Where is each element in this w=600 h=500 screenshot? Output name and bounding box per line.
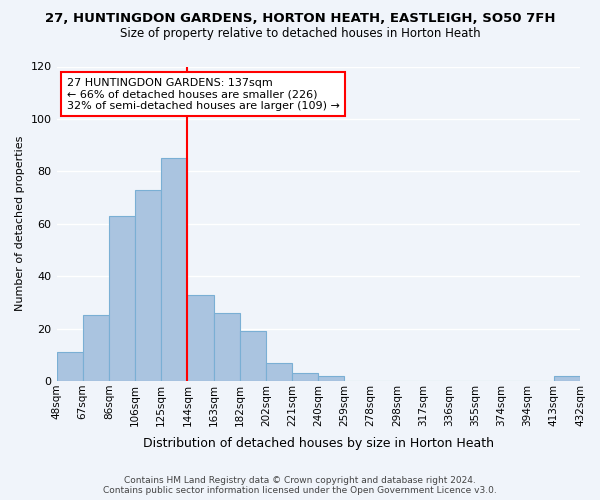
Bar [318,376,344,381]
Bar [83,316,109,381]
Bar [554,376,580,381]
X-axis label: Distribution of detached houses by size in Horton Heath: Distribution of detached houses by size … [143,437,494,450]
Text: Size of property relative to detached houses in Horton Heath: Size of property relative to detached ho… [119,28,481,40]
Bar [214,313,240,381]
Bar [56,352,83,381]
Text: 27 HUNTINGDON GARDENS: 137sqm
← 66% of detached houses are smaller (226)
32% of : 27 HUNTINGDON GARDENS: 137sqm ← 66% of d… [67,78,340,110]
Bar [187,294,214,381]
Bar [135,190,161,381]
Text: 27, HUNTINGDON GARDENS, HORTON HEATH, EASTLEIGH, SO50 7FH: 27, HUNTINGDON GARDENS, HORTON HEATH, EA… [45,12,555,26]
Bar [161,158,187,381]
Y-axis label: Number of detached properties: Number of detached properties [15,136,25,312]
Bar [266,362,292,381]
Bar [109,216,135,381]
Bar [292,373,318,381]
Bar [240,331,266,381]
Text: Contains HM Land Registry data © Crown copyright and database right 2024.
Contai: Contains HM Land Registry data © Crown c… [103,476,497,495]
